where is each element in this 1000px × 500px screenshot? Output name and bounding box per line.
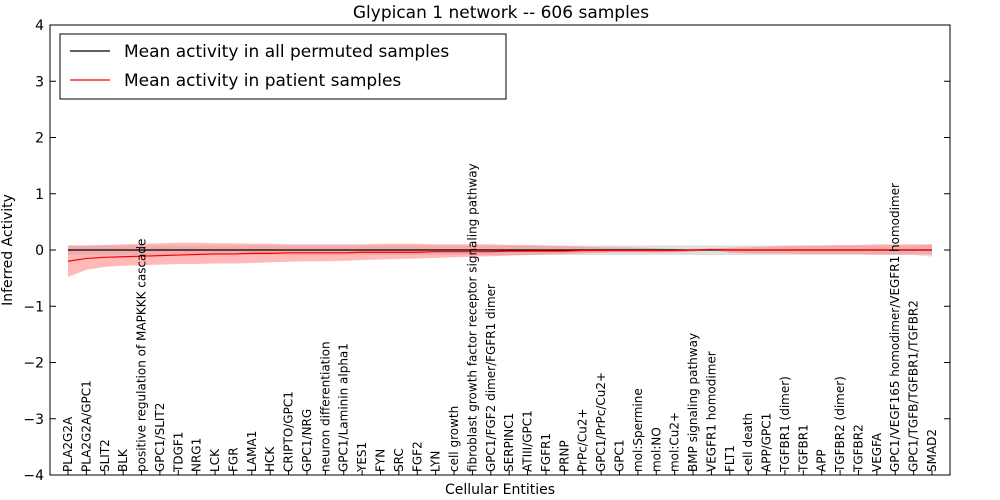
x-category-label: TGFBR1 <box>796 424 810 473</box>
patient-band <box>68 242 932 277</box>
x-category-label: TDGF1 <box>171 432 185 473</box>
x-category-label: GPC1/Laminin alpha1 <box>337 343 351 472</box>
y-tick-label: −4 <box>23 468 44 484</box>
y-axis: −4 −3 −2 −1 0 1 2 3 4 <box>23 18 950 484</box>
x-category-label: APP <box>815 449 829 472</box>
x-category-label: GPC1/SLIT2 <box>153 403 167 472</box>
patient-mean-line <box>67 248 932 262</box>
x-category-label: SRC <box>392 448 406 472</box>
x-category-label: SMAD2 <box>925 429 939 472</box>
legend: Mean activity in all permuted samples Me… <box>59 33 507 100</box>
x-category-label: mol:Spermine <box>631 388 645 472</box>
x-category-label: FYN <box>374 449 388 472</box>
x-category-label: GPC1/NRG <box>300 409 314 472</box>
x-category-label: mol:NO <box>649 427 663 472</box>
x-category-label: GPC1/PrPc/Cu2+ <box>594 372 608 472</box>
x-category-label: TGFBR2 (dimer) <box>833 376 847 473</box>
y-tick-label: −1 <box>23 299 44 315</box>
x-category-label: mol:Cu2+ <box>668 412 682 472</box>
x-category-label: TGFBR1 (dimer) <box>778 376 792 473</box>
x-category-label: VEGFA <box>870 432 884 472</box>
x-category-label: FGFR1 <box>539 433 553 472</box>
x-category-label: SERPINC1 <box>502 413 516 472</box>
legend-label-patient: Mean activity in patient samples <box>124 71 401 91</box>
y-tick-label: 2 <box>35 131 44 147</box>
x-category-label: FLT1 <box>723 445 737 472</box>
x-category-label: VEGFR1 homodimer <box>704 351 718 472</box>
x-category-label: PRNP <box>557 440 571 472</box>
x-axis-category-labels: PLA2G2A PLA2G2A/GPC1 SLIT2 BLK positive regu… <box>61 163 939 475</box>
x-category-label: cell growth <box>447 406 461 472</box>
x-category-label: cell death <box>741 413 755 472</box>
x-category-label: PrPc/Cu2+ <box>576 408 590 472</box>
x-category-label: LCK <box>208 448 222 472</box>
x-axis-label: Cellular Entities <box>445 482 555 498</box>
y-tick-label: 4 <box>35 18 44 34</box>
y-tick-label: 0 <box>35 243 44 259</box>
x-category-label: PLA2G2A <box>61 416 75 472</box>
x-category-label: GPC1/VEGF165 homodimer/VEGFR1 homodimer <box>888 183 902 472</box>
y-tick-label: 1 <box>35 187 44 203</box>
x-category-label: CRIPTO/GPC1 <box>282 391 296 472</box>
x-category-label: FGR <box>226 447 240 472</box>
y-tick-label: 3 <box>35 74 44 90</box>
x-category-label: NRG1 <box>190 438 204 472</box>
x-category-label: TGFBR2 <box>851 424 865 473</box>
y-tick-label: −3 <box>23 412 44 428</box>
x-category-label: PLA2G2A/GPC1 <box>79 380 93 472</box>
x-category-label: HCK <box>263 446 277 472</box>
x-category-label: fibroblast growth factor receptor signal… <box>465 163 479 472</box>
chart-title: Glypican 1 network -- 606 samples <box>353 3 649 23</box>
legend-box <box>59 33 507 100</box>
x-category-label: SLIT2 <box>98 439 112 472</box>
x-category-label: LYN <box>429 451 443 472</box>
x-category-label: GPC1 <box>612 439 626 472</box>
x-category-label: GPC1/TGFB/TGFBR1/TGFBR2 <box>907 300 921 472</box>
series-lines <box>67 248 932 262</box>
x-category-label: APP/GPC1 <box>760 413 774 472</box>
x-category-label: BLK <box>116 448 130 472</box>
legend-label-permuted: Mean activity in all permuted samples <box>124 42 449 62</box>
y-tick-label: −2 <box>23 356 44 372</box>
confidence-bands <box>68 242 932 277</box>
x-category-label: LAMA1 <box>245 431 259 472</box>
y-axis-label: Inferred Activity <box>0 194 16 306</box>
x-category-label: FGF2 <box>410 441 424 472</box>
x-category-label: BMP signaling pathway <box>686 333 700 472</box>
x-category-label: GPC1/FGF2 dimer/FGFR1 dimer <box>484 284 498 472</box>
x-category-label: ATIII/GPC1 <box>521 410 535 472</box>
x-category-label: positive regulation of MAPKKK cascade <box>135 239 149 472</box>
x-category-label: YES1 <box>355 442 369 473</box>
x-category-label: neuron differentiation <box>318 341 332 472</box>
